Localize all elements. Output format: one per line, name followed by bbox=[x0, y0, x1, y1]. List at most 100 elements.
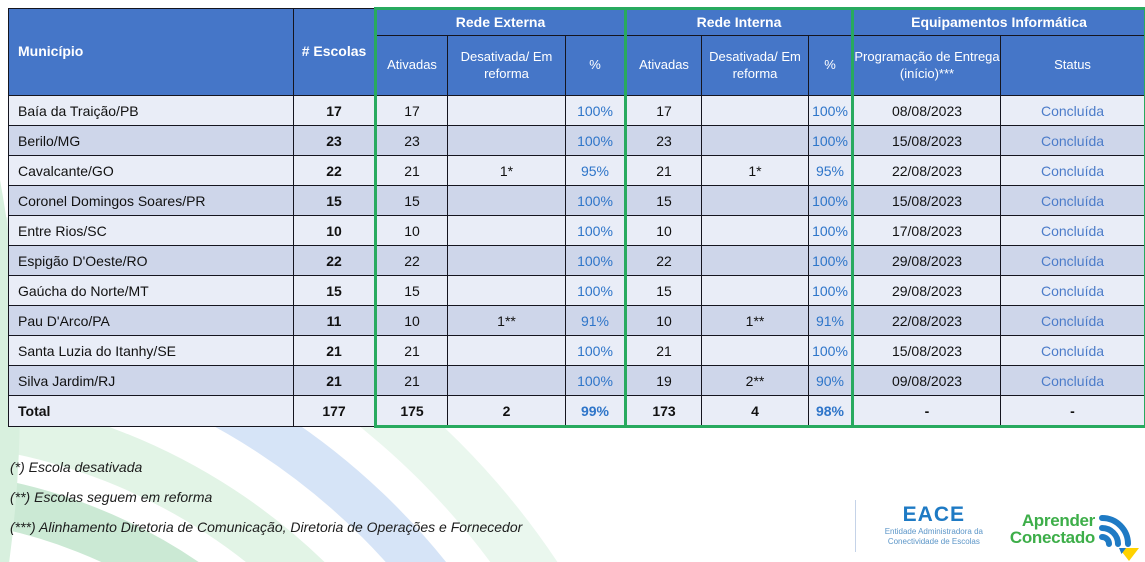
aprender-conectado-logo: Aprender Conectado bbox=[1010, 498, 1141, 562]
cell-ext-ativadas: 10 bbox=[374, 305, 448, 336]
cell-ext-desativada: 1** bbox=[447, 305, 566, 336]
table-row: Entre Rios/SC 10 10 100% 10 100% 17/08/2023 Con… bbox=[8, 215, 1145, 246]
cell-int-ativadas: 23 bbox=[624, 125, 702, 156]
logos-area: EACE Entidade Administradora da Conectiv… bbox=[854, 496, 1145, 562]
cell-total-ext-pct: 99% bbox=[565, 395, 626, 428]
cell-entrega: 22/08/2023 bbox=[851, 155, 1002, 186]
eace-logo: EACE Entidade Administradora da Conectiv… bbox=[870, 504, 998, 547]
cell-ext-ativadas: 23 bbox=[374, 125, 448, 156]
col-header-status: Status bbox=[1000, 35, 1145, 96]
cell-status: Concluída bbox=[1000, 185, 1145, 216]
cell-ext-pct: 100% bbox=[565, 125, 626, 156]
cell-escolas: 17 bbox=[293, 95, 376, 126]
cell-ext-ativadas: 21 bbox=[374, 155, 448, 186]
cell-municipio: Espigão D'Oeste/RO bbox=[8, 245, 294, 276]
cell-escolas: 15 bbox=[293, 275, 376, 306]
footnote-2: (**) Escolas seguem em reforma bbox=[10, 489, 213, 505]
cell-int-desativada: 2** bbox=[701, 365, 809, 396]
cell-total-ext-ativadas: 175 bbox=[374, 395, 448, 428]
cell-ext-desativada bbox=[447, 335, 566, 366]
cell-int-pct: 100% bbox=[807, 275, 854, 306]
col-header-ext-desativada: Desativada/ Em reforma bbox=[447, 35, 566, 96]
group-header-equipamentos: Equipamentos Informática bbox=[851, 7, 1145, 36]
cell-int-ativadas: 15 bbox=[624, 275, 702, 306]
cell-int-desativada: 1* bbox=[701, 155, 809, 186]
footnote-1: (*) Escola desativada bbox=[10, 459, 143, 475]
conectado-line: Conectado bbox=[1009, 528, 1095, 548]
cell-int-ativadas: 10 bbox=[624, 215, 702, 246]
col-header-escolas: # Escolas bbox=[293, 8, 376, 96]
cell-status: Concluída bbox=[1000, 215, 1145, 246]
cell-int-pct: 100% bbox=[807, 185, 854, 216]
col-header-ext-ativadas: Ativadas bbox=[374, 35, 448, 96]
cell-int-desativada bbox=[701, 275, 809, 306]
cell-int-pct: 100% bbox=[807, 335, 854, 366]
cell-ext-pct: 100% bbox=[565, 185, 626, 216]
cell-municipio: Gaúcha do Norte/MT bbox=[8, 275, 294, 306]
col-header-int-ativadas: Ativadas bbox=[624, 35, 702, 96]
cell-entrega: 15/08/2023 bbox=[851, 125, 1002, 156]
total-row: Total 177 175 2 99% 173 4 98% - - bbox=[8, 395, 1145, 428]
cell-entrega: 22/08/2023 bbox=[851, 305, 1002, 336]
cell-int-ativadas: 21 bbox=[624, 155, 702, 186]
cell-int-pct: 100% bbox=[807, 95, 854, 126]
cell-int-ativadas: 22 bbox=[624, 245, 702, 276]
cell-total-int-ativadas: 173 bbox=[624, 395, 702, 428]
cell-total-int-desativada: 4 bbox=[701, 395, 809, 428]
cell-ext-desativada bbox=[447, 125, 566, 156]
cell-ext-pct: 100% bbox=[565, 215, 626, 246]
table-row: Coronel Domingos Soares/PR 15 15 100% 15 100%… bbox=[8, 185, 1145, 216]
cell-entrega: 09/08/2023 bbox=[851, 365, 1002, 396]
cell-ext-ativadas: 22 bbox=[374, 245, 448, 276]
cell-municipio: Coronel Domingos Soares/PR bbox=[8, 185, 294, 216]
cell-ext-pct: 100% bbox=[565, 95, 626, 126]
cell-int-ativadas: 15 bbox=[624, 185, 702, 216]
cell-ext-ativadas: 21 bbox=[374, 365, 448, 396]
cell-int-desativada bbox=[701, 125, 809, 156]
cell-entrega: 17/08/2023 bbox=[851, 215, 1002, 246]
cell-ext-ativadas: 10 bbox=[374, 215, 448, 246]
municipios-table: Município # Escolas Rede Externa Rede In… bbox=[8, 7, 1145, 428]
table-row: Baía da Traição/PB 17 17 100% 17 100% 08/08/20… bbox=[8, 95, 1145, 126]
cell-escolas: 15 bbox=[293, 185, 376, 216]
aprender-line: Aprender bbox=[1021, 511, 1095, 530]
cell-escolas: 21 bbox=[293, 365, 376, 396]
cell-escolas: 23 bbox=[293, 125, 376, 156]
col-header-int-desativada: Desativada/ Em reforma bbox=[701, 35, 809, 96]
table-row: Cavalcante/GO 22 21 1* 95% 21 1* 95% 22/08/2023 C… bbox=[8, 155, 1145, 186]
cell-int-desativada bbox=[701, 335, 809, 366]
cell-escolas: 11 bbox=[293, 305, 376, 336]
cell-int-pct: 100% bbox=[807, 125, 854, 156]
cell-ext-pct: 100% bbox=[565, 365, 626, 396]
cell-status: Concluída bbox=[1000, 335, 1145, 366]
cell-ext-ativadas: 17 bbox=[374, 95, 448, 126]
cell-ext-pct: 100% bbox=[565, 335, 626, 366]
cell-ext-ativadas: 15 bbox=[374, 275, 448, 306]
footnote-3: (***) Alinhamento Diretoria de Comunicaç… bbox=[10, 519, 523, 535]
cell-int-desativada bbox=[701, 95, 809, 126]
table-row: Silva Jardim/RJ 21 21 100% 19 2** 90% 09/08/202… bbox=[8, 365, 1145, 396]
pointer-triangle bbox=[1119, 548, 1139, 561]
cell-status: Concluída bbox=[1000, 155, 1145, 186]
cell-ext-desativada bbox=[447, 215, 566, 246]
cell-status: Concluída bbox=[1000, 365, 1145, 396]
cell-municipio: Baía da Traição/PB bbox=[8, 95, 294, 126]
cell-ext-pct: 100% bbox=[565, 245, 626, 276]
cell-int-pct: 100% bbox=[807, 245, 854, 276]
cell-escolas: 21 bbox=[293, 335, 376, 366]
cell-ext-desativada: 1* bbox=[447, 155, 566, 186]
cell-total-ext-desativada: 2 bbox=[447, 395, 566, 428]
table-row: Espigão D'Oeste/RO 22 22 100% 22 100% 29/08/20… bbox=[8, 245, 1145, 276]
cell-int-pct: 95% bbox=[807, 155, 854, 186]
eace-logo-name: EACE bbox=[902, 503, 966, 526]
cell-status: Concluída bbox=[1000, 245, 1145, 276]
aprender-conectado-text: Aprender Conectado bbox=[1010, 512, 1095, 547]
cell-total-entrega: - bbox=[851, 395, 1002, 428]
cell-total-escolas: 177 bbox=[293, 395, 376, 427]
cell-municipio: Pau D'Arco/PA bbox=[8, 305, 294, 336]
cell-municipio: Entre Rios/SC bbox=[8, 215, 294, 246]
cell-entrega: 15/08/2023 bbox=[851, 335, 1002, 366]
cell-entrega: 08/08/2023 bbox=[851, 95, 1002, 126]
table-row: Berilo/MG 23 23 100% 23 100% 15/08/2023 Concluí… bbox=[8, 125, 1145, 156]
cell-ext-desativada bbox=[447, 365, 566, 396]
